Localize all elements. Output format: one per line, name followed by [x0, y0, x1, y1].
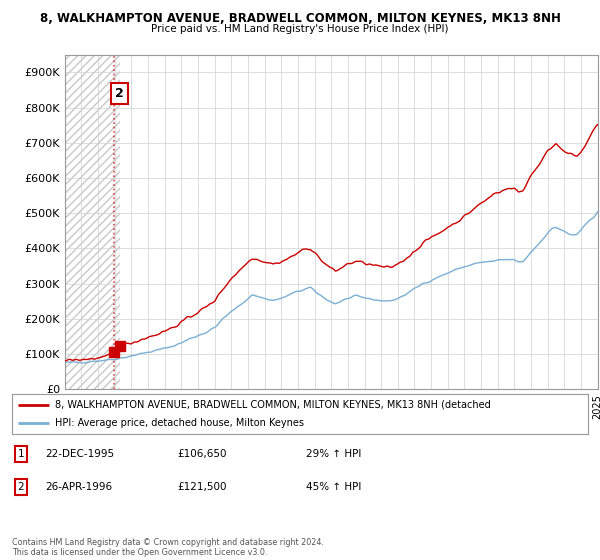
- Text: 45% ↑ HPI: 45% ↑ HPI: [306, 482, 361, 492]
- Text: 8, WALKHAMPTON AVENUE, BRADWELL COMMON, MILTON KEYNES, MK13 8NH: 8, WALKHAMPTON AVENUE, BRADWELL COMMON, …: [40, 12, 560, 25]
- Text: 1: 1: [17, 449, 25, 459]
- Text: 26-APR-1996: 26-APR-1996: [45, 482, 112, 492]
- Text: £121,500: £121,500: [177, 482, 227, 492]
- Text: 2: 2: [17, 482, 25, 492]
- Text: Price paid vs. HM Land Registry's House Price Index (HPI): Price paid vs. HM Land Registry's House …: [151, 24, 449, 34]
- Text: 22-DEC-1995: 22-DEC-1995: [45, 449, 114, 459]
- Text: 2: 2: [115, 87, 124, 100]
- Text: Contains HM Land Registry data © Crown copyright and database right 2024.
This d: Contains HM Land Registry data © Crown c…: [12, 538, 324, 557]
- Text: 8, WALKHAMPTON AVENUE, BRADWELL COMMON, MILTON KEYNES, MK13 8NH (detached: 8, WALKHAMPTON AVENUE, BRADWELL COMMON, …: [55, 400, 491, 409]
- Text: £106,650: £106,650: [177, 449, 227, 459]
- Text: HPI: Average price, detached house, Milton Keynes: HPI: Average price, detached house, Milt…: [55, 418, 304, 428]
- Text: 29% ↑ HPI: 29% ↑ HPI: [306, 449, 361, 459]
